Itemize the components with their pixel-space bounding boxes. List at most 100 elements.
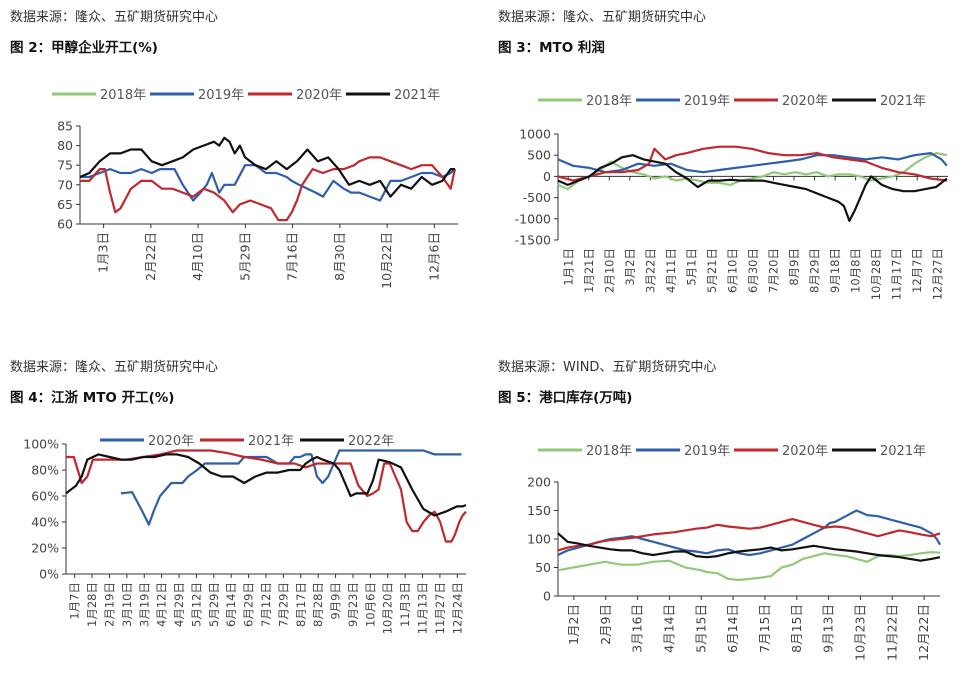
legend-label: 2020年: [296, 88, 342, 103]
panel-methanol: 数据来源：隆众、五矿期货研究中心 图 2：甲醇企业开工(%) 2018年 2019…: [10, 6, 480, 346]
mto-operating-chart: 2020年 2021年 2022年 0% 20% 40% 60% 80% 100% 1月7日 1月2…: [23, 434, 467, 634]
panel-port-inventory: 数据来源：WIND、五矿期货研究中心 图 5：港口库存(万吨) 2018年 201…: [498, 356, 963, 696]
y-tick-label: 20%: [31, 541, 59, 556]
panel-mto-profit: 数据来源：隆众、五矿期货研究中心 图 3：MTO 利润 2018年 2019年 20…: [498, 6, 963, 346]
series-line: [557, 509, 941, 557]
chart-title: 图 2：甲醇企业开工(%): [10, 40, 158, 56]
x-tick-label: 6月29日: [242, 582, 256, 627]
series-line: [557, 154, 948, 222]
legend-label: 2020年: [148, 434, 194, 449]
y-tick-label: 0: [543, 169, 551, 184]
x-tick-label: 7月12日: [259, 582, 273, 627]
x-tick-label: 4月11日: [664, 248, 678, 293]
x-tick-label: 7月20日: [767, 248, 781, 293]
x-tick-label: 8月28日: [311, 582, 325, 627]
x-tick-label: 8月17日: [294, 582, 308, 627]
x-tick-label: 2月22日: [143, 232, 158, 281]
y-tick-label: 60%: [31, 489, 59, 504]
x-tick-label: 1月7日: [68, 582, 82, 620]
x-tick-label: 6月14日: [224, 582, 238, 627]
y-tick-label: 75: [57, 158, 73, 173]
source-note: 数据来源：WIND、五矿期货研究中心: [498, 360, 717, 375]
x-tick-label: 6月30日: [746, 248, 760, 293]
legend-label: 2019年: [198, 88, 244, 103]
x-tick-label: 10月8日: [849, 248, 863, 293]
legend-label: 2018年: [586, 444, 632, 459]
y-tick-label: 40%: [31, 515, 59, 530]
y-tick-label: 1000: [519, 127, 551, 142]
source-note: 数据来源：隆众、五矿期货研究中心: [10, 360, 219, 375]
x-tick-label: 3月22日: [643, 248, 657, 293]
x-tick-label: 6月10日: [725, 248, 739, 293]
x-tick-label: 1月21日: [582, 248, 596, 293]
x-tick-label: 11月13日: [416, 582, 430, 634]
x-tick-label: 10月23日: [852, 604, 867, 661]
x-tick-label: 2月9日: [598, 604, 613, 645]
y-tick-label: -500: [523, 190, 551, 205]
x-tick-label: 8月30日: [332, 232, 347, 281]
x-tick-label: 7月16日: [285, 232, 300, 281]
y-tick-label: -1500: [515, 233, 551, 248]
legend-label: 2018年: [100, 88, 146, 103]
panel-mto-operating: 数据来源：隆众、五矿期货研究中心 图 4：江浙 MTO 开工(%) 2020年 2…: [10, 356, 480, 696]
x-tick-label: 11月17日: [890, 248, 904, 300]
legend-label: 2019年: [684, 94, 730, 109]
x-tick-label: 4月14日: [661, 604, 676, 653]
x-tick-label: 2月10日: [602, 248, 616, 293]
y-tick-label: -1000: [515, 211, 551, 226]
y-tick-label: 200: [527, 475, 551, 490]
legend-label: 2021年: [880, 94, 926, 109]
methanol-operating-chart: 2018年 2019年 2020年 2021年 60 65 70 75 80 85 1月3日 2月22…: [52, 88, 458, 289]
x-tick-label: 10月28日: [869, 248, 883, 300]
x-tick-label: 5月15日: [693, 604, 708, 653]
x-tick-label: 9月13日: [821, 604, 836, 653]
y-tick-label: 80%: [31, 463, 59, 478]
x-tick-label: 5月12日: [189, 582, 203, 627]
x-tick-label: 4月10日: [190, 232, 205, 281]
x-tick-label: 11月3日: [398, 582, 412, 627]
x-tick-label: 12月24日: [450, 582, 464, 634]
x-tick-label: 4月12日: [155, 582, 169, 627]
source-note: 数据来源：隆众、五矿期货研究中心: [498, 10, 707, 25]
source-note: 数据来源：隆众、五矿期货研究中心: [10, 10, 219, 25]
x-tick-label: 1月1日: [561, 248, 575, 286]
x-tick-label: 8月29日: [808, 248, 822, 293]
x-tick-label: 8月9日: [787, 248, 801, 286]
x-tick-label: 11月22日: [884, 604, 899, 661]
x-tick-label: 12月6日: [426, 232, 441, 281]
series-line: [557, 152, 948, 174]
y-tick-label: 100%: [23, 437, 59, 452]
chart-title: 图 4：江浙 MTO 开工(%): [10, 390, 175, 406]
x-tick-label: 2月19日: [102, 582, 116, 627]
x-tick-label: 10月22日: [379, 232, 394, 289]
series-line: [80, 156, 456, 222]
y-tick-label: 100: [527, 532, 551, 547]
series-line: [557, 145, 948, 182]
x-tick-label: 11月27日: [433, 582, 447, 634]
x-tick-label: 1月28日: [85, 582, 99, 627]
x-tick-label: 12月22日: [916, 604, 931, 661]
x-tick-label: 3月2日: [623, 248, 637, 286]
series-line: [79, 136, 455, 198]
legend-label: 2021年: [880, 444, 926, 459]
y-tick-label: 0%: [39, 567, 59, 582]
y-tick-label: 500: [527, 148, 551, 163]
x-tick-label: 12月7日: [910, 248, 924, 293]
y-tick-label: 150: [527, 503, 551, 518]
x-tick-label: 10月20日: [381, 582, 395, 634]
series-line: [65, 453, 467, 517]
chart-title: 图 5：港口库存(万吨): [498, 390, 633, 406]
x-tick-label: 10月6日: [363, 582, 377, 627]
x-tick-label: 9月9日: [329, 582, 343, 620]
x-tick-label: 12月27日: [931, 248, 945, 300]
y-tick-label: 60: [57, 217, 73, 232]
legend-label: 2020年: [782, 94, 828, 109]
x-tick-label: 5月21日: [705, 248, 719, 293]
y-tick-label: 50: [535, 560, 551, 575]
x-tick-label: 6月14日: [725, 604, 740, 653]
series-line: [557, 518, 941, 552]
legend-label: 2021年: [394, 88, 440, 103]
y-tick-label: 70: [57, 177, 73, 192]
y-tick-label: 0: [543, 589, 551, 604]
y-tick-label: 80: [57, 138, 73, 153]
